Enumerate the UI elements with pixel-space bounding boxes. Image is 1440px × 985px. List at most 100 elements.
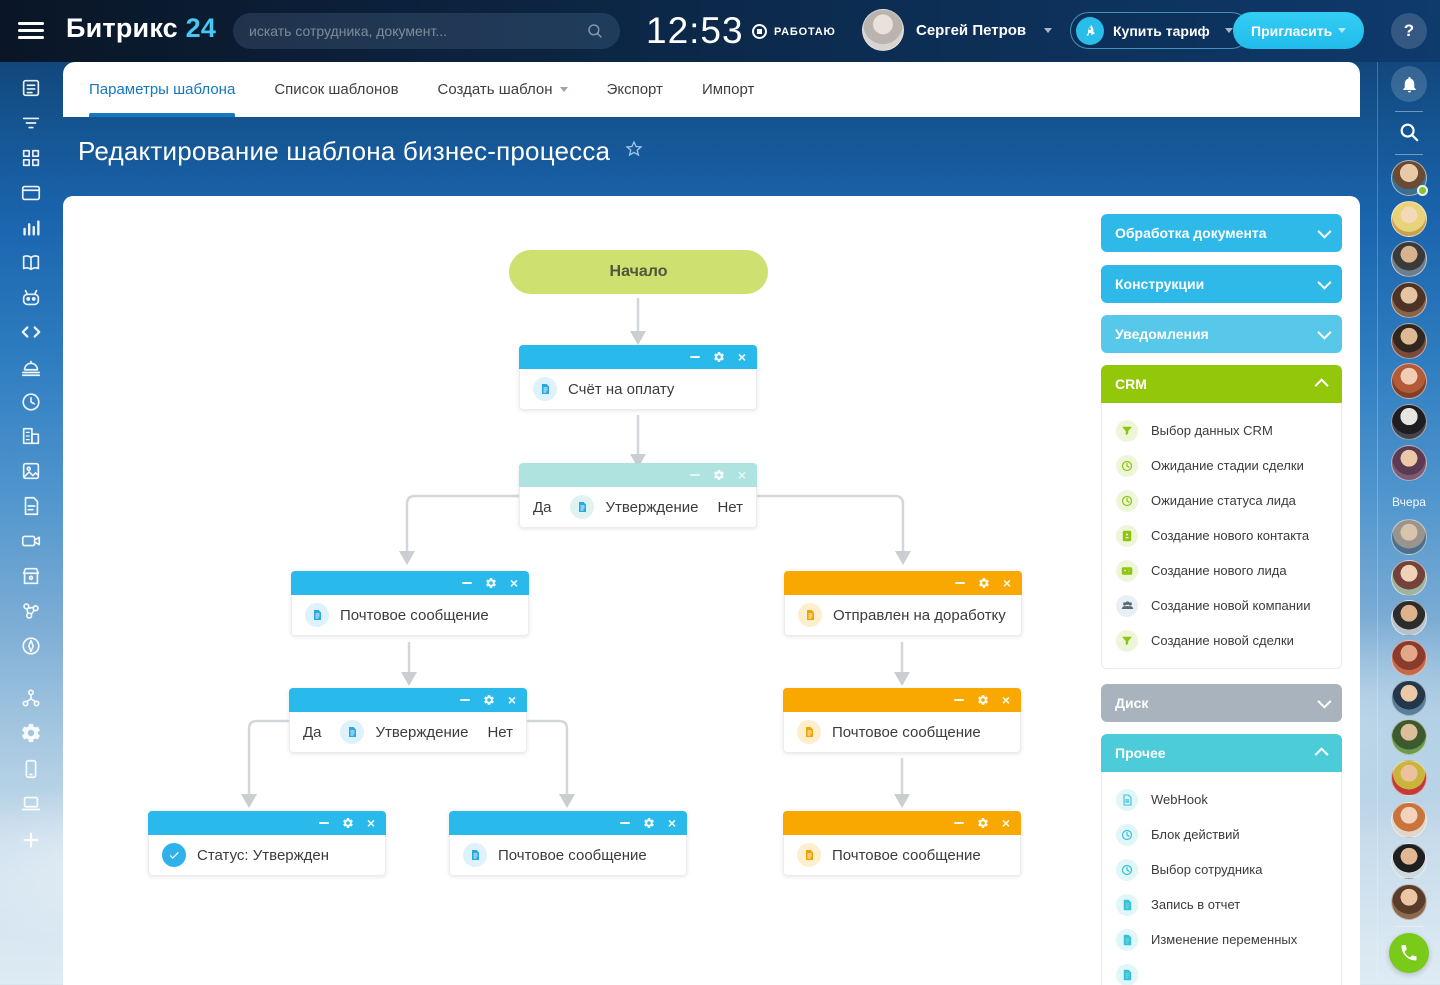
section-constructions[interactable]: Конструкции (1101, 265, 1342, 303)
worktime-clock[interactable]: 12:53 (646, 10, 744, 51)
knowledge-base-icon[interactable] (20, 252, 42, 274)
menu-hamburger-icon[interactable] (18, 22, 44, 40)
chat-avatar[interactable] (1391, 363, 1427, 399)
gear-icon[interactable] (713, 469, 725, 481)
flow-start-node[interactable]: Начало (509, 250, 768, 294)
global-search[interactable] (233, 13, 620, 49)
desktop-app-icon[interactable] (20, 793, 42, 815)
palette-item-new-company[interactable]: Создание новой компании (1102, 588, 1341, 623)
chat-avatar[interactable] (1391, 680, 1427, 716)
chat-avatar[interactable] (1391, 323, 1427, 359)
flow-node-mail-1[interactable]: × Почтовое сообщение (291, 571, 529, 636)
close-icon[interactable]: × (1001, 815, 1010, 831)
minimize-icon[interactable] (461, 581, 472, 585)
chat-avatar[interactable] (1391, 760, 1427, 796)
close-icon[interactable]: × (667, 815, 676, 831)
documents-icon[interactable] (20, 495, 42, 517)
minimize-icon[interactable] (953, 698, 964, 702)
minimize-icon[interactable] (954, 581, 965, 585)
minimize-icon[interactable] (689, 355, 700, 359)
chatbot-icon[interactable] (20, 287, 42, 309)
chat-avatar[interactable] (1391, 719, 1427, 755)
close-icon[interactable]: × (737, 349, 746, 365)
worktime-icon[interactable] (20, 391, 42, 413)
gear-icon[interactable] (643, 817, 655, 829)
flow-node-status-approved[interactable]: × Статус: Утвержден (148, 811, 386, 876)
mobile-app-icon[interactable] (20, 758, 42, 780)
compass-icon[interactable] (20, 635, 42, 657)
section-misc[interactable]: Прочее (1101, 734, 1342, 772)
gear-icon[interactable] (485, 577, 497, 589)
gear-icon[interactable] (978, 577, 990, 589)
chat-avatar[interactable] (1391, 640, 1427, 676)
tab-import[interactable]: Импорт (702, 62, 754, 117)
palette-item-wait-lead-status[interactable]: Ожидание статуса лида (1102, 483, 1341, 518)
palette-item-new-deal[interactable]: Создание новой сделки (1102, 623, 1341, 658)
add-icon[interactable] (20, 829, 42, 851)
flow-node-rework[interactable]: × Отправлен на доработку (784, 571, 1022, 636)
chat-avatar[interactable] (1391, 282, 1427, 318)
tab-template-list[interactable]: Список шаблонов (274, 62, 398, 117)
flow-node-approval-1[interactable]: × Да Утверждение Нет (519, 463, 757, 528)
app-logo[interactable]: Битрикс 24 (66, 13, 216, 44)
palette-item-wait-deal-stage[interactable]: Ожидание стадии сделки (1102, 448, 1341, 483)
company-icon[interactable] (20, 425, 42, 447)
chat-search-button[interactable] (1398, 121, 1420, 143)
search-input[interactable] (249, 23, 586, 39)
close-icon[interactable]: × (507, 692, 516, 708)
flow-node-mail-2[interactable]: × Почтовое сообщение (783, 688, 1021, 753)
close-icon[interactable]: × (737, 467, 746, 483)
minimize-icon[interactable] (318, 821, 329, 825)
automation-icon[interactable] (20, 687, 42, 709)
section-notifications[interactable]: Уведомления (1101, 315, 1342, 353)
section-crm[interactable]: CRM (1101, 365, 1342, 403)
minimize-icon[interactable] (689, 473, 700, 477)
reception-bell-icon[interactable] (20, 356, 42, 378)
section-disk[interactable]: Диск (1101, 684, 1342, 722)
close-icon[interactable]: × (1002, 575, 1011, 591)
gear-icon[interactable] (342, 817, 354, 829)
invite-button[interactable]: Пригласить (1233, 12, 1365, 49)
chat-avatar[interactable] (1391, 884, 1427, 920)
palette-item-new-lead[interactable]: Создание нового лида (1102, 553, 1341, 588)
gear-icon[interactable] (483, 694, 495, 706)
minimize-icon[interactable] (619, 821, 630, 825)
chat-avatar[interactable] (1391, 404, 1427, 440)
gear-icon[interactable] (713, 351, 725, 363)
minimize-icon[interactable] (953, 821, 964, 825)
telephony-button[interactable] (1389, 933, 1429, 973)
chat-avatar[interactable] (1391, 519, 1427, 555)
palette-item-action-block[interactable]: Блок действий (1102, 817, 1341, 852)
integrations-icon[interactable] (20, 600, 42, 622)
chat-avatar[interactable] (1391, 600, 1427, 636)
media-icon[interactable] (20, 460, 42, 482)
work-status[interactable]: РАБОТАЮ (752, 24, 836, 39)
help-button[interactable]: ? (1391, 13, 1427, 49)
close-icon[interactable]: × (509, 575, 518, 591)
flow-node-invoice[interactable]: × Счёт на оплату (519, 345, 757, 410)
filter-icon[interactable] (20, 112, 42, 134)
chat-avatar[interactable] (1391, 843, 1427, 879)
close-icon[interactable]: × (366, 815, 375, 831)
news-feed-icon[interactable] (20, 77, 42, 99)
palette-item-report-entry[interactable]: Запись в отчет (1102, 887, 1341, 922)
palette-item-webhook[interactable]: WebHook (1102, 782, 1341, 817)
gear-icon[interactable] (977, 694, 989, 706)
palette-item-change-variables[interactable]: Изменение переменных (1102, 922, 1341, 957)
notifications-bell-button[interactable] (1391, 66, 1427, 102)
chat-avatar[interactable] (1391, 241, 1427, 277)
user-menu[interactable]: Сергей Петров (862, 9, 1053, 51)
buy-tariff-button[interactable]: Купить тариф (1070, 12, 1250, 49)
palette-item-new-contact[interactable]: Создание нового контакта (1102, 518, 1341, 553)
palette-item-crm-data[interactable]: Выбор данных CRM (1102, 413, 1341, 448)
sites-icon[interactable] (20, 182, 42, 204)
flow-node-approval-2[interactable]: × Да Утверждение Нет (289, 688, 527, 753)
tab-template-parameters[interactable]: Параметры шаблона (89, 62, 236, 117)
favorite-star-icon[interactable] (624, 139, 644, 164)
flow-node-mail-3[interactable]: × Почтовое сообщение (449, 811, 687, 876)
palette-item-clipped[interactable] (1102, 957, 1341, 985)
gear-icon[interactable] (977, 817, 989, 829)
tab-create-template[interactable]: Создать шаблон (438, 62, 568, 117)
tab-export[interactable]: Экспорт (607, 62, 663, 117)
developer-icon[interactable] (20, 321, 42, 343)
